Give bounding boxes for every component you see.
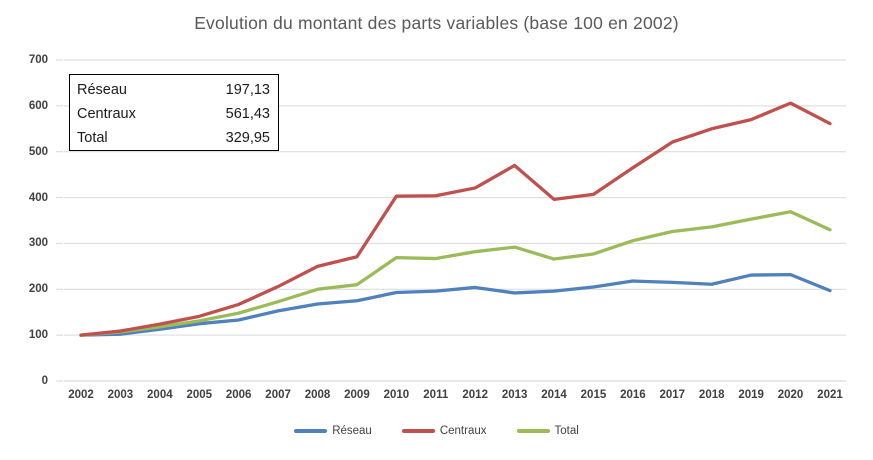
x-tick-label: 2004 [147,389,173,401]
x-tick-label: 2005 [186,389,213,401]
x-tick-label: 2015 [580,389,607,401]
chart-title: Evolution du montant des parts variables… [194,13,679,33]
series-line-centraux[interactable] [79,101,832,337]
legend-line-swatch [401,429,435,433]
stats-textbox[interactable]: Réseau 197,13 Centraux 561,43 Total 329,… [69,74,279,151]
x-tick-label: 2021 [817,389,843,401]
legend-label: Réseau [332,425,372,437]
chart-legend: Réseau Centraux Total [0,425,873,437]
y-tick-label: 100 [28,329,48,342]
x-tick-label: 2012 [462,389,488,401]
x-tick-label: 2011 [423,389,449,401]
stats-value: 197,13 [225,81,270,98]
x-tick-label: 2007 [265,389,291,401]
legend-line-swatch [294,429,328,433]
stats-value: 329,95 [225,129,270,146]
y-tick-label: 300 [28,237,48,250]
x-tick-label: 2016 [620,389,646,401]
legend-label: Centraux [439,425,487,437]
x-tick-label: 2003 [107,389,134,401]
x-tick-label: 2013 [501,389,528,401]
x-tick-label: 2010 [383,389,410,401]
legend-item-centraux[interactable]: Centraux [401,425,487,437]
stats-label: Total [77,129,108,146]
x-tick-label: 2014 [541,389,567,401]
y-tick-label: 200 [28,283,48,296]
y-tick-label: 0 [41,375,48,387]
x-tick-label: 2018 [698,389,725,401]
x-tick-label: 2019 [738,389,764,401]
x-tick-label: 2009 [344,389,370,401]
stats-label: Réseau [77,81,127,98]
y-tick-label: 500 [28,145,48,158]
series-line-total[interactable] [79,210,832,337]
y-tick-label: 600 [28,99,48,112]
legend-item-total[interactable]: Total [516,425,579,437]
x-tick-label: 2017 [659,389,686,401]
x-tick-label: 2008 [304,389,331,401]
series-line-réseau[interactable] [79,272,832,337]
legend-line-swatch [516,429,550,433]
y-tick-label: 400 [28,191,48,204]
legend-label: Total [554,425,579,437]
stats-label: Centraux [77,105,136,122]
x-tick-label: 2006 [225,389,252,401]
x-tick-label: 2002 [68,389,94,401]
stats-row-total: Total 329,95 [77,127,270,150]
stats-row-reseau: Réseau 197,13 [77,79,270,102]
stats-row-centraux: Centraux 561,43 [77,103,270,126]
x-tick-label: 2020 [777,389,804,401]
legend-item-réseau[interactable]: Réseau [294,425,372,437]
stats-value: 561,43 [225,105,270,122]
y-tick-label: 700 [28,54,48,66]
